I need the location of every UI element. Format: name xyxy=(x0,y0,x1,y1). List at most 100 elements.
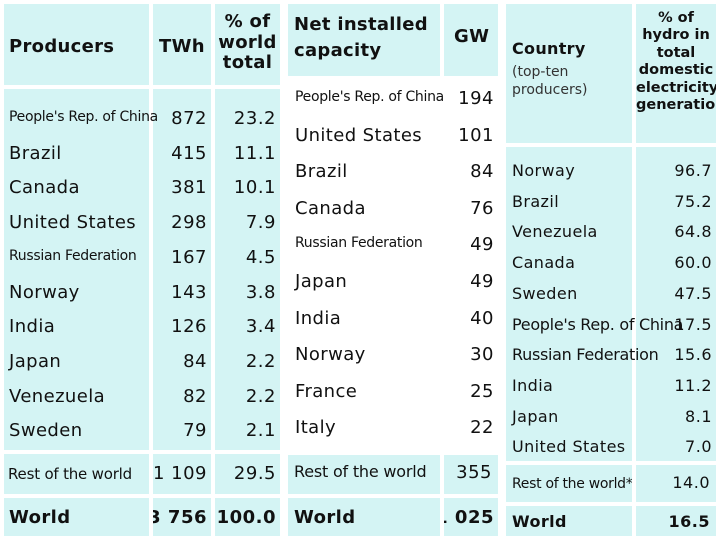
producer-pct: 11.1 xyxy=(233,142,276,164)
share-name: Venezuela xyxy=(512,222,598,242)
share-pct: 11.2 xyxy=(674,375,712,395)
producer-twh: 84 xyxy=(183,350,207,372)
producers-rest-name: Rest of the world xyxy=(4,454,149,494)
producer-twh: 82 xyxy=(183,385,207,407)
capacity-table: Net installed capacity GW People's Rep. … xyxy=(288,0,502,540)
capacity-world-gw-value: 1 025 xyxy=(444,507,494,528)
capacity-name: India xyxy=(295,307,342,329)
producer-name: Venezuela xyxy=(9,385,106,407)
header-country-label: Country xyxy=(512,39,586,58)
share-name: Japan xyxy=(512,406,559,426)
header-capacity-label: Net installed capacity xyxy=(294,14,428,62)
producer-twh: 126 xyxy=(171,316,207,338)
share-name: India xyxy=(512,375,554,395)
header-producers-label: Producers xyxy=(9,36,115,57)
share-world-label: World xyxy=(512,512,567,531)
header-gw: GW xyxy=(444,4,498,76)
capacity-name: Russian Federation xyxy=(295,235,423,252)
share-pct: 47.5 xyxy=(674,283,712,303)
capacity-gw: 25 xyxy=(470,380,494,402)
capacity-gw: 76 xyxy=(470,197,494,219)
capacity-world-label: World xyxy=(294,507,356,528)
producer-name: Sweden xyxy=(9,420,83,442)
header-pct-world-label: % of world total xyxy=(218,11,277,74)
share-pct xyxy=(636,147,716,461)
producer-name: Canada xyxy=(9,177,80,199)
producers-world-pct: 100.0 xyxy=(215,498,280,536)
share-world-pct-value: 16.5 xyxy=(668,512,710,531)
producers-pct xyxy=(215,89,280,450)
producer-name: Japan xyxy=(9,350,62,372)
share-rest-name: Rest of the world** xyxy=(506,465,632,502)
producer-name: Brazil xyxy=(9,142,62,164)
share-pct: 8.1 xyxy=(685,406,712,426)
producer-twh: 415 xyxy=(171,142,207,164)
share-names xyxy=(506,147,632,461)
producer-pct: 4.5 xyxy=(245,246,276,268)
producers-twh xyxy=(153,89,211,450)
header-producers: Producers xyxy=(4,4,149,85)
header-country-sub: (top-ten producers) xyxy=(512,64,588,98)
producer-twh: 872 xyxy=(171,108,207,129)
capacity-gw: 49 xyxy=(470,271,494,292)
share-pct: 75.2 xyxy=(674,191,712,211)
producer-pct: 3.8 xyxy=(245,281,276,303)
capacity-rest-name: Rest of the world xyxy=(288,455,440,494)
share-pct: 7.0 xyxy=(685,437,712,457)
producer-name: United States xyxy=(9,212,137,234)
producer-twh: 143 xyxy=(171,281,207,303)
producers-world-twh-value: 3 756 xyxy=(153,507,207,528)
producer-pct: 10.1 xyxy=(233,177,276,199)
producer-pct: 2.2 xyxy=(245,350,276,372)
share-world-name: World xyxy=(506,506,632,536)
producers-rest-pct: 29.5 xyxy=(215,454,280,494)
header-pct-world: % of world total xyxy=(215,4,280,85)
producer-pct: 23.2 xyxy=(233,108,276,129)
header-twh-label: TWh xyxy=(159,36,205,57)
producer-name: Russian Federation xyxy=(9,247,137,264)
capacity-name: United States xyxy=(295,124,423,146)
capacity-name: Norway xyxy=(295,344,366,366)
capacity-rest-gw-value: 355 xyxy=(456,462,492,483)
producers-rest-label: Rest of the world xyxy=(8,465,132,483)
header-hydro-share-label: % of hydro in total domestic electricity… xyxy=(636,10,716,113)
share-name: Norway xyxy=(512,161,576,180)
header-hydro-share: % of hydro in total domestic electricity… xyxy=(636,4,716,143)
share-rest-pct-value: 14.0 xyxy=(672,473,710,492)
producer-name: India xyxy=(9,316,56,338)
header-twh: TWh xyxy=(153,4,211,85)
hydro-share-table: Country (top-ten producers) % of hydro i… xyxy=(506,0,720,540)
share-pct: 60.0 xyxy=(674,253,712,273)
share-name: United States xyxy=(512,437,626,457)
share-world-pct: 16.5 xyxy=(636,506,716,536)
producer-pct: 3.4 xyxy=(245,316,276,338)
capacity-world-name: World xyxy=(288,498,440,536)
producers-world-label: World xyxy=(9,507,71,528)
capacity-name: Italy xyxy=(295,417,337,439)
capacity-world-gw: 1 025 xyxy=(444,498,498,536)
header-gw-label: GW xyxy=(454,26,490,47)
capacity-gw: 22 xyxy=(470,417,494,439)
header-capacity: Net installed capacity xyxy=(288,4,440,76)
share-rest-label: Rest of the world** xyxy=(512,476,632,492)
producer-name: People's Rep. of China xyxy=(9,109,158,125)
capacity-gw: 49 xyxy=(470,234,494,256)
producers-names xyxy=(4,89,149,450)
producers-world-name: World xyxy=(4,498,149,536)
capacity-gw: 84 xyxy=(470,161,494,183)
header-country: Country (top-ten producers) xyxy=(506,4,632,143)
share-rest-pct: 14.0 xyxy=(636,465,716,502)
capacity-gw: 101 xyxy=(458,124,494,146)
producer-pct: 2.2 xyxy=(245,385,276,407)
producers-world-twh: 3 756 xyxy=(153,498,211,536)
producer-pct: 2.1 xyxy=(245,420,276,442)
share-name: Canada xyxy=(512,253,576,273)
producers-world-pct-value: 100.0 xyxy=(216,507,276,528)
producers-rest-twh-value: 1 109 xyxy=(153,463,207,484)
producer-pct: 7.9 xyxy=(245,212,276,234)
producer-twh: 381 xyxy=(171,177,207,199)
share-name: Russian Federation xyxy=(512,345,659,365)
producer-twh: 167 xyxy=(171,246,207,268)
share-pct: 17.5 xyxy=(674,314,712,334)
producer-twh: 79 xyxy=(183,420,207,442)
